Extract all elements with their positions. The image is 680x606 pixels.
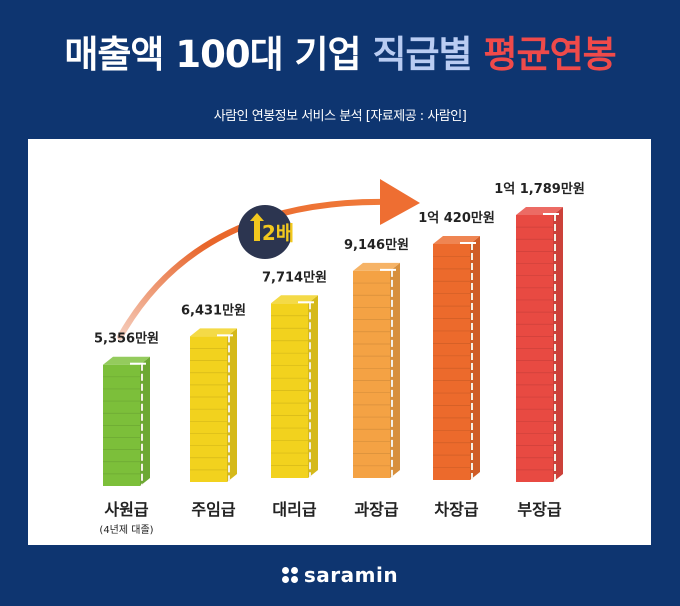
page-subtitle: 사람인 연봉정보 서비스 분석 [자료제공 : 사람인] (213, 109, 467, 124)
growth-arrow (117, 179, 420, 340)
title-part-2: 직급별 (372, 33, 472, 76)
badge-circle (238, 205, 292, 259)
value-label: 9,146만원 (344, 237, 409, 253)
category-note: (4년제 대졸) (99, 524, 153, 536)
category-label: 부장급 (517, 500, 561, 519)
brand-name: saramin (303, 563, 399, 587)
bar-front (353, 270, 390, 478)
badge-label: 2배 (262, 221, 294, 245)
title-part-3: 평균연봉 (483, 33, 616, 76)
title-part-1: 매출액 100대 기업 (64, 33, 361, 76)
growth-arc (117, 198, 391, 340)
bar-front (433, 244, 470, 480)
growth-badge: 2배 (238, 205, 294, 259)
page-title: 매출액 100대 기업 직급별 평균연봉 (0, 24, 680, 78)
value-label: 6,431만원 (181, 302, 246, 318)
category-label: 주임급 (191, 500, 235, 519)
bar-top (353, 262, 400, 271)
value-label: 5,356만원 (94, 331, 159, 347)
up-arrow-icon (250, 213, 264, 241)
value-label: 7,714만원 (262, 269, 327, 285)
value-label: 1억 420만원 (418, 210, 495, 226)
category-label: 차장급 (434, 500, 478, 519)
value-label: 1억 1,789만원 (494, 181, 585, 197)
category-label: 과장급 (354, 500, 398, 519)
growth-arrowhead (380, 179, 420, 225)
four-dots-icon (281, 567, 298, 583)
footer-brand: saramin (0, 558, 680, 592)
category-label: 사원급 (104, 500, 148, 519)
chart-panel: 5,356만원 사원급 (4년제 대졸) 6,431만원 주임급 7,714만원 대리급 9,… (28, 139, 651, 545)
category-label: 대리급 (272, 500, 316, 519)
